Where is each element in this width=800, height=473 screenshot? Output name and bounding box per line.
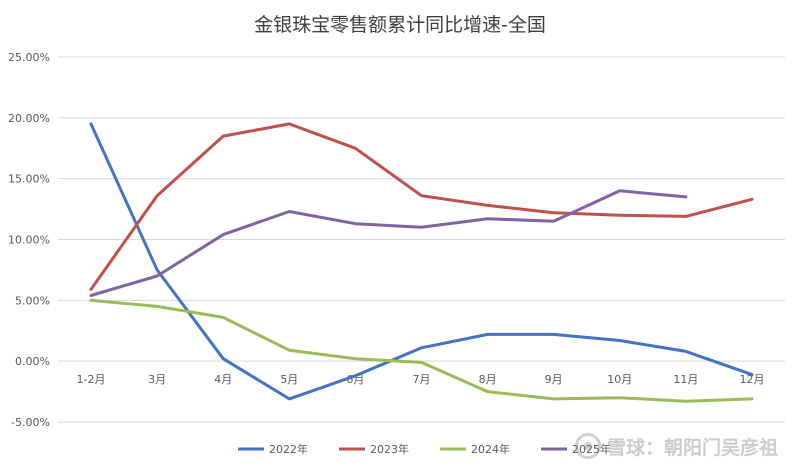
y-tick-label: 5.00% bbox=[15, 294, 50, 307]
y-tick-label: 25.00% bbox=[8, 51, 50, 64]
watermark: 雪球：朝阳门吴彦祖 bbox=[574, 431, 778, 461]
series-line-3 bbox=[89, 189, 688, 297]
y-tick-label: -5.00% bbox=[11, 416, 50, 429]
y-tick-label: 15.00% bbox=[8, 173, 50, 186]
y-axis-ticks: -5.00% 0.00% 5.00% 10.00% 15.00% 20.00% 25.00% bbox=[8, 51, 50, 429]
x-axis-ticks: 1-2月 3月 4月 5月 6月 7月 8月 9月 10月 11月 12月 bbox=[77, 373, 765, 386]
x-tick-label: 4月 bbox=[214, 373, 232, 386]
series-line-0 bbox=[89, 122, 754, 401]
y-tick-label: 0.00% bbox=[15, 355, 50, 368]
watermark-text: 雪球：朝阳门吴彦祖 bbox=[606, 436, 778, 459]
legend-label-1: 2023年 bbox=[370, 442, 409, 456]
x-tick-label: 1-2月 bbox=[77, 373, 106, 386]
x-tick-label: 12月 bbox=[739, 373, 764, 386]
legend-label-0: 2022年 bbox=[269, 442, 308, 456]
legend: 2022年 2023年 2024年 2025年 bbox=[238, 442, 611, 456]
x-tick-label: 8月 bbox=[479, 373, 497, 386]
y-tick-label: 20.00% bbox=[8, 112, 50, 125]
y-tick-label: 10.00% bbox=[8, 234, 50, 247]
x-tick-label: 9月 bbox=[545, 373, 563, 386]
snowball-logo-icon bbox=[574, 433, 601, 459]
x-tick-label: 10月 bbox=[607, 373, 632, 386]
x-tick-label: 3月 bbox=[148, 373, 166, 386]
series-lines bbox=[89, 122, 754, 403]
chart-title: 金银珠宝零售额累计同比增速-全国 bbox=[254, 14, 546, 36]
legend-label-2: 2024年 bbox=[471, 442, 510, 456]
series-line-2 bbox=[89, 298, 754, 403]
grid-lines bbox=[58, 56, 785, 423]
series-line-1 bbox=[89, 122, 754, 291]
x-tick-label: 5月 bbox=[280, 373, 298, 386]
x-tick-label: 11月 bbox=[673, 373, 698, 386]
x-tick-label: 7月 bbox=[413, 373, 431, 386]
